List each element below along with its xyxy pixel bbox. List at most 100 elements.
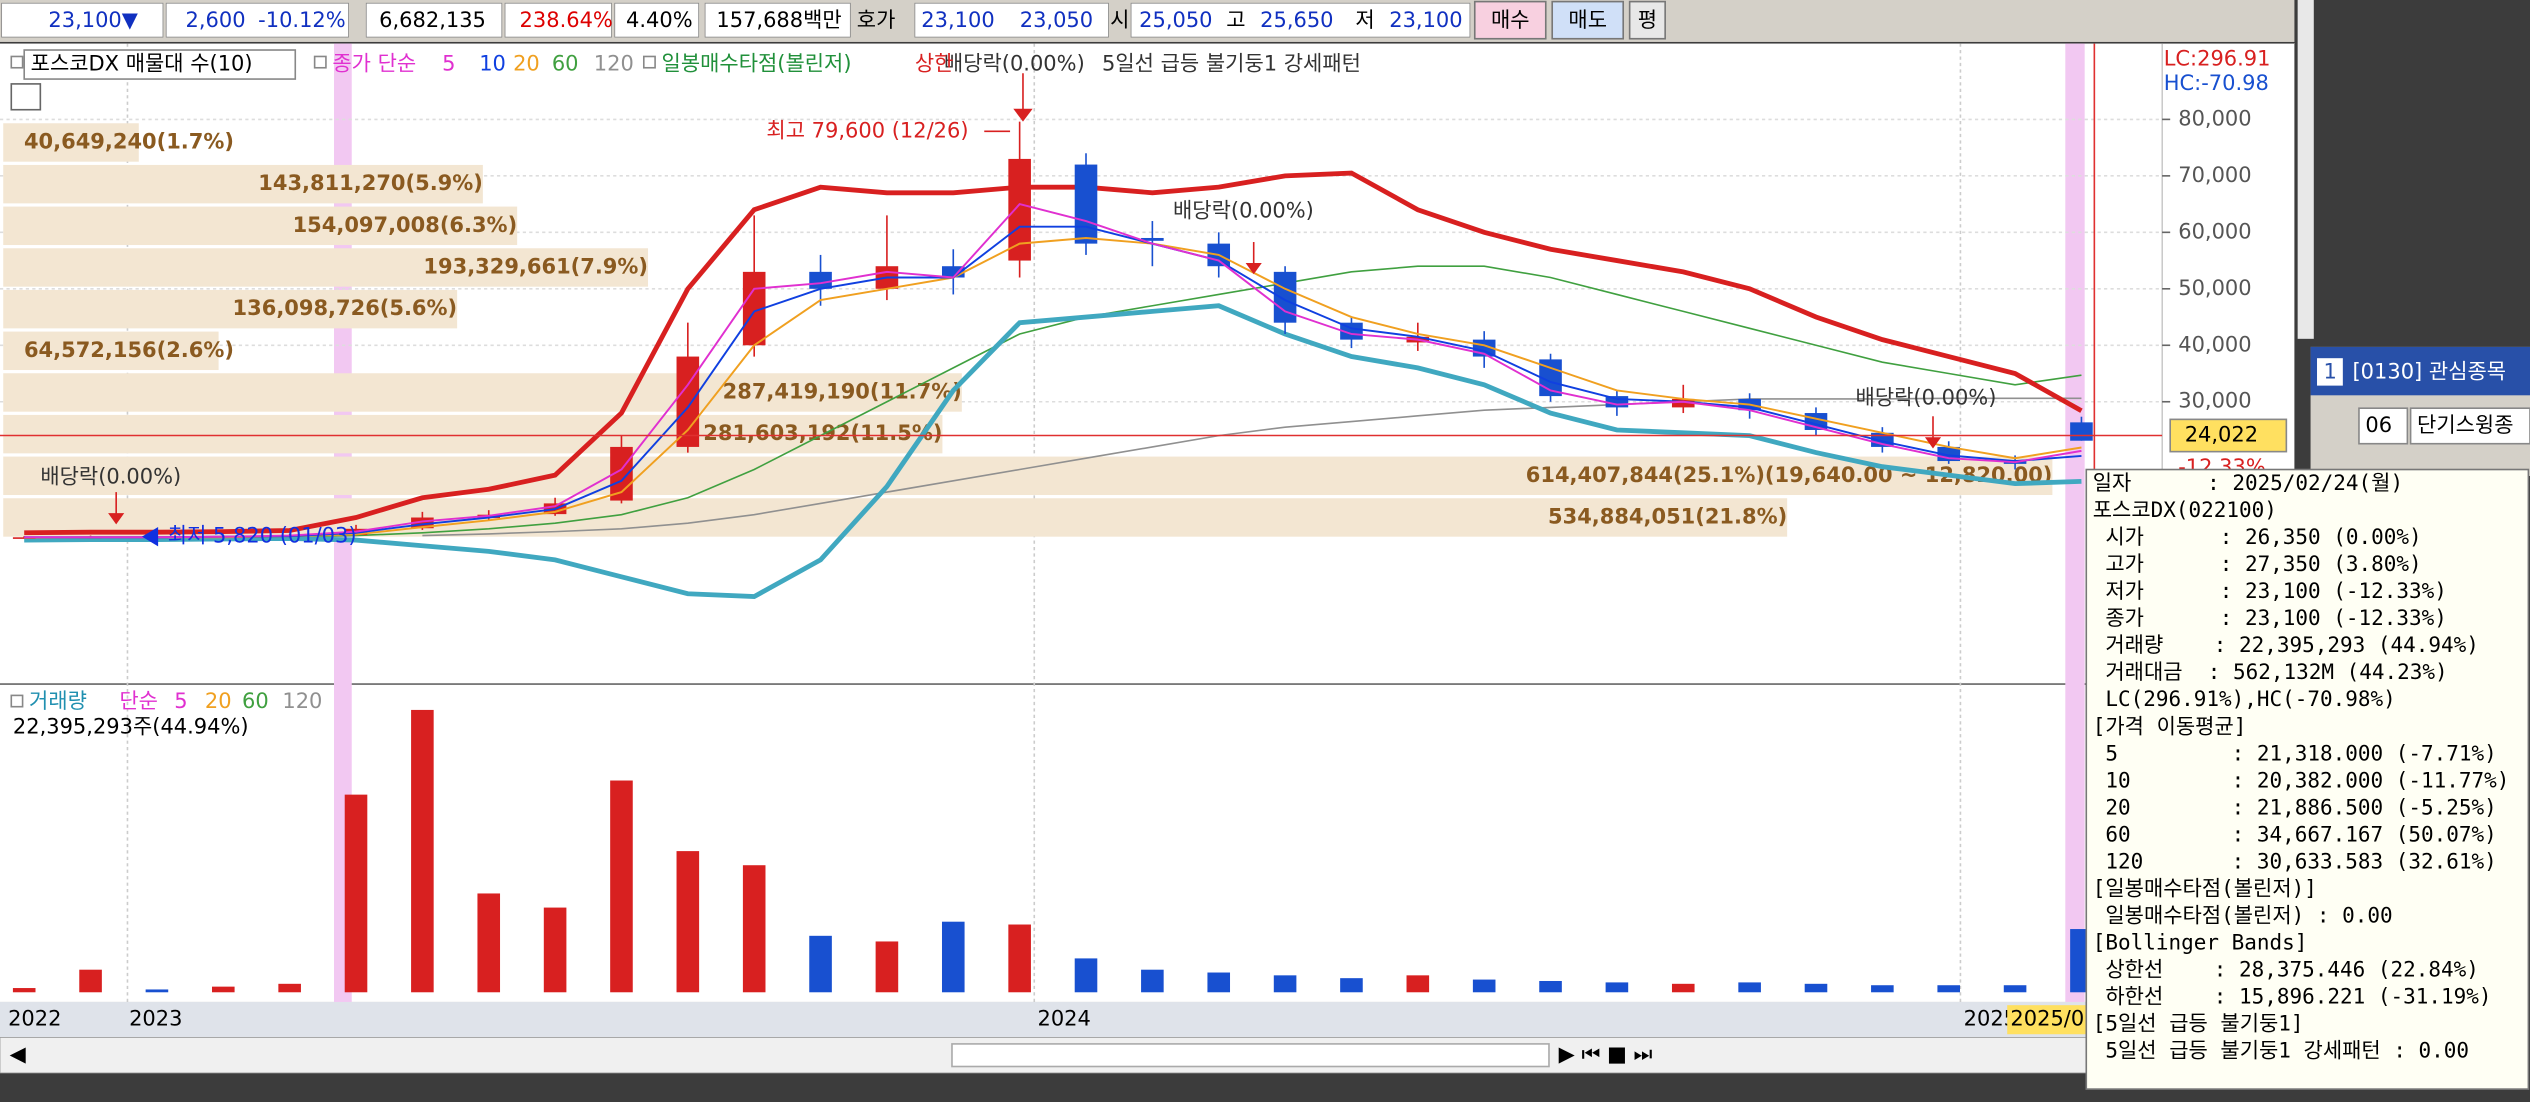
dividend-label: 배당락(0.00%) bbox=[40, 465, 181, 489]
profile-bar bbox=[3, 331, 219, 371]
volume-bar bbox=[1340, 978, 1363, 993]
volume-bar bbox=[1273, 975, 1297, 993]
button-label[interactable]: 매수 bbox=[1491, 8, 1530, 32]
side-tab-box[interactable] bbox=[2409, 407, 2530, 445]
toolbar-price: 23,100▼ bbox=[48, 8, 138, 32]
x-tick-label: 2025 bbox=[1964, 1007, 2017, 1031]
volume-bar bbox=[12, 988, 36, 993]
profile-bar bbox=[3, 289, 458, 329]
info-line: [일봉매수타점(볼린저)] bbox=[2093, 876, 2317, 900]
volume-bar bbox=[742, 865, 766, 993]
info-line: 5일선 급등 불기둥1 강세패턴 : 0.00 bbox=[2093, 1039, 2469, 1063]
info-line: 포스코DX(022100) bbox=[2093, 498, 2277, 522]
profile-bar bbox=[3, 164, 483, 204]
bollinger-line bbox=[24, 170, 2083, 536]
low-label: 최저 5,820 (01/03) bbox=[168, 524, 357, 548]
x-tick-label: 2024 bbox=[1037, 1007, 1090, 1031]
toolbar-change: 2,600 bbox=[186, 8, 246, 32]
side-code-box[interactable] bbox=[2358, 407, 2409, 445]
scroll-right[interactable]: ▶ ⏮ ■ ⏭ bbox=[1559, 1042, 1653, 1066]
volume-bar bbox=[1937, 985, 1961, 993]
toolbar-volume: 6,682,135 bbox=[379, 8, 486, 32]
scroll-thumb[interactable] bbox=[951, 1043, 1550, 1068]
button[interactable] bbox=[1628, 0, 1666, 40]
profile-label: 143,811,270(5.9%) bbox=[258, 171, 483, 195]
candle-body bbox=[1141, 237, 1164, 241]
high-label: 최고 79,600 (12/26) bbox=[766, 118, 968, 142]
button-label[interactable]: 매도 bbox=[1568, 8, 1607, 32]
volume-bar bbox=[1074, 958, 1098, 993]
volume-bar bbox=[676, 851, 700, 993]
info-line: 거래량 : 22,395,293 (44.94%) bbox=[2093, 633, 2479, 657]
candle-body bbox=[742, 271, 766, 346]
toolbar-high-label: 고 bbox=[1226, 8, 1245, 32]
info-line: 60 : 34,667.167 (50.07%) bbox=[2093, 822, 2497, 846]
toolbar-change-pct: -10.12% bbox=[258, 8, 346, 32]
button-label[interactable]: 평 bbox=[1638, 8, 1657, 32]
legend-marker bbox=[313, 55, 327, 69]
side-title: [0130] 관심종목 bbox=[2353, 360, 2507, 384]
profile-bar bbox=[3, 373, 962, 412]
side-number-box bbox=[2317, 358, 2343, 386]
profile-label: 287,419,190(11.7%) bbox=[723, 379, 962, 403]
info-line: 고가 : 27,350 (3.80%) bbox=[2093, 552, 2422, 576]
y-tick-label: 40,000 bbox=[2178, 332, 2251, 356]
button[interactable] bbox=[1551, 0, 1625, 40]
toolbar-ask: 23,100 bbox=[921, 8, 994, 32]
volume-bar bbox=[809, 935, 832, 993]
ma-line bbox=[24, 203, 2082, 539]
candle-body bbox=[1008, 158, 1031, 261]
legend-ma: 종가 단순 bbox=[332, 52, 416, 76]
toolbar-quote-label: 호가 bbox=[857, 8, 896, 32]
volume-legend-period: 60 bbox=[242, 689, 269, 713]
info-line: 저가 : 23,100 (-12.33%) bbox=[2093, 579, 2447, 603]
candle-body bbox=[941, 266, 965, 278]
profile-bar bbox=[3, 206, 518, 246]
volume-bar bbox=[278, 983, 301, 993]
info-line: 10 : 20,382.000 (-11.77%) bbox=[2093, 768, 2510, 792]
candle-body bbox=[1671, 398, 1695, 408]
profile-label: 193,329,661(7.9%) bbox=[423, 254, 648, 278]
grid-icon[interactable] bbox=[10, 83, 42, 111]
y-tick-label: 80,000 bbox=[2178, 106, 2251, 130]
toolbar-bid: 23,050 bbox=[1020, 8, 1093, 32]
info-line: 거래대금 : 562,132M (44.23%) bbox=[2093, 660, 2448, 684]
dividend-label: 배당락(0.00%) bbox=[1856, 386, 1997, 410]
volume-bar bbox=[941, 921, 965, 993]
profile-bar bbox=[3, 248, 649, 287]
arrow-head bbox=[108, 513, 125, 525]
volume-bar bbox=[477, 893, 501, 993]
side-title-bar bbox=[2310, 346, 2530, 396]
crosshair-label: 24,022 bbox=[2185, 423, 2258, 447]
info-line: 시가 : 26,350 (0.00%) bbox=[2093, 525, 2422, 549]
volume-legend-period: 120 bbox=[282, 689, 322, 713]
profile-label: 534,884,051(21.8%) bbox=[1548, 504, 1787, 528]
ma-line bbox=[24, 225, 2082, 539]
y-tick-label: 60,000 bbox=[2178, 219, 2251, 243]
legend-marker bbox=[10, 694, 24, 708]
side-number: 1 bbox=[2323, 360, 2336, 384]
legend-period: 20 bbox=[513, 52, 540, 76]
gutter-strip bbox=[2297, 0, 2314, 339]
dividend-label: 배당락(0.00%) bbox=[944, 52, 1085, 76]
volume-bar bbox=[1804, 983, 1828, 993]
scroll-left[interactable]: ◀ bbox=[10, 1042, 27, 1066]
side-code[interactable]: 06 bbox=[2365, 413, 2392, 437]
x-tick-label: 2023 bbox=[129, 1007, 182, 1031]
legend-pattern: 5일선 급등 불기둥1 강세패턴 bbox=[1102, 52, 1361, 76]
button[interactable] bbox=[1473, 0, 1547, 40]
x-tick-label: 2022 bbox=[8, 1007, 61, 1031]
volume-bar bbox=[79, 969, 102, 993]
legend-period: 10 bbox=[479, 52, 506, 76]
x-axis-bar bbox=[0, 1001, 2295, 1038]
side-tab[interactable]: 단기스윙종 bbox=[2417, 413, 2513, 437]
arrow-head bbox=[1013, 108, 1033, 122]
volume-bar bbox=[1671, 983, 1695, 993]
low-arrow bbox=[141, 526, 159, 547]
info-line: 일봉매수타점(볼린저) : 0.00 bbox=[2093, 903, 2393, 927]
ma-line bbox=[24, 237, 2082, 539]
volume-bar bbox=[1539, 980, 1562, 993]
profile-label: 64,572,156(2.6%) bbox=[24, 338, 234, 362]
volume-bar bbox=[211, 986, 235, 993]
